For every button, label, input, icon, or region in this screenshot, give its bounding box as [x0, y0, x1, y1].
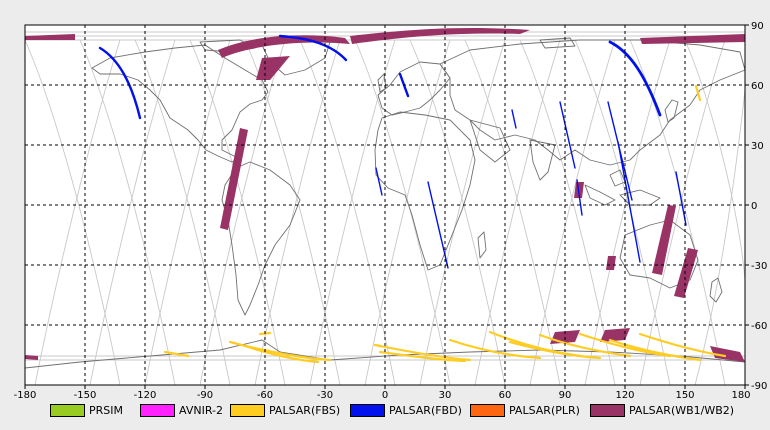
legend-item-avnir2: AVNIR-2 — [140, 401, 223, 419]
world-coverage-map: -180 -150 -120 -90 -60 -30 0 30 60 90 12… — [14, 21, 768, 400]
legend-swatch — [350, 403, 385, 417]
legend-swatch — [590, 403, 625, 417]
lon-tick-label: 60 — [499, 390, 512, 400]
legend-item-prsim: PRSIM — [50, 401, 123, 419]
legend-swatch — [50, 403, 85, 417]
lat-tick-label: -30 — [751, 261, 767, 272]
lon-tick-label: -30 — [317, 390, 333, 400]
lon-tick-label: 90 — [559, 390, 572, 400]
legend-item-palsar-plr: PALSAR(PLR) — [470, 401, 580, 419]
lon-tick-label: 0 — [382, 390, 388, 400]
lon-tick-label: -120 — [134, 390, 157, 400]
lon-tick-label: -150 — [74, 390, 97, 400]
legend-swatch — [230, 403, 265, 417]
legend-label: PRSIM — [89, 403, 123, 417]
palsar-wb-swaths — [25, 28, 745, 362]
lon-tick-label: 120 — [615, 390, 634, 400]
lon-tick-labels: -180 -150 -120 -90 -60 -30 0 30 60 90 12… — [14, 390, 751, 400]
legend-item-palsar-wb: PALSAR(WB1/WB2) — [590, 401, 734, 419]
lat-tick-label: 0 — [751, 201, 757, 212]
lon-tick-label: -90 — [197, 390, 213, 400]
legend-item-palsar-fbs: PALSAR(FBS) — [230, 401, 340, 419]
lat-tick-label: -90 — [751, 381, 767, 392]
lon-tick-label: 180 — [731, 390, 750, 400]
legend-label: PALSAR(WB1/WB2) — [629, 403, 735, 417]
legend-label: PALSAR(PLR) — [509, 403, 580, 417]
legend-label: PALSAR(FBD) — [389, 403, 462, 417]
palsar-fbs-tracks — [163, 84, 727, 364]
lat-tick-label: 30 — [751, 141, 764, 152]
sensor-legend: PRSIM AVNIR-2 PALSAR(FBS) PALSAR(FBD) PA… — [0, 401, 770, 421]
lat-lon-gridlines — [25, 25, 745, 385]
palsar-fbd-tracks — [98, 34, 687, 269]
lat-tick-labels: 90 60 30 0 -30 -60 -90 — [751, 21, 767, 392]
lon-tick-label: -180 — [14, 390, 37, 400]
lat-tick-label: -60 — [751, 321, 767, 332]
lon-tick-label: 30 — [439, 390, 452, 400]
legend-swatch — [470, 403, 505, 417]
lon-tick-label: 150 — [675, 390, 694, 400]
lat-tick-label: 60 — [751, 81, 764, 92]
legend-swatch — [140, 403, 175, 417]
legend-label: PALSAR(FBS) — [269, 403, 341, 417]
tick-marks — [24, 24, 749, 389]
legend-item-palsar-fbd: PALSAR(FBD) — [350, 401, 462, 419]
legend-label: AVNIR-2 — [179, 403, 223, 417]
lon-tick-label: -60 — [257, 390, 273, 400]
lat-tick-label: 90 — [751, 21, 764, 32]
